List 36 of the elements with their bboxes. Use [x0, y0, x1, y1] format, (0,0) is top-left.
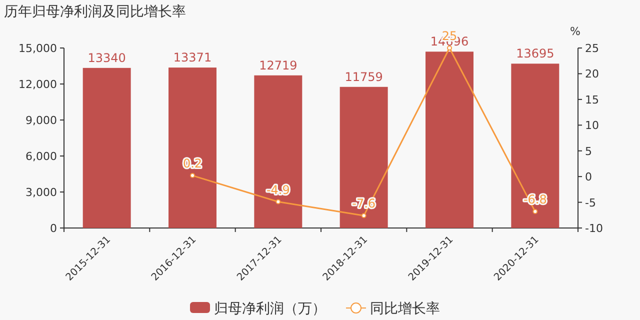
y-tick-label: 3,000 — [26, 186, 57, 199]
data-label: 0.2 — [182, 156, 202, 171]
data-label: 13371 — [173, 50, 212, 65]
data-label: 13340 — [88, 50, 126, 65]
y2-tick-label: 0 — [585, 170, 592, 184]
bar — [426, 52, 474, 228]
y-tick-label: 15,000 — [18, 42, 57, 55]
bar — [254, 75, 302, 228]
legend-label: 同比增长率 — [370, 301, 440, 317]
y2-axis-title: % — [570, 25, 580, 38]
point — [532, 209, 538, 214]
y-tick-label: 12,000 — [18, 78, 57, 91]
y2-tick-label: 15 — [585, 93, 599, 106]
y2-tick-label: 10 — [585, 119, 599, 132]
y2-tick-label: 5 — [585, 144, 592, 158]
chart-title: 历年归母净利润及同比增长率 — [4, 4, 186, 20]
point — [361, 213, 366, 218]
data-label: 13695 — [516, 46, 554, 61]
y2-tick-label: 20 — [585, 68, 599, 81]
y2-tick-label: 25 — [585, 42, 599, 55]
y2-tick-label: -5 — [585, 196, 596, 210]
bar — [511, 64, 560, 228]
y-tick-label: 9,000 — [26, 114, 57, 127]
y-tick-label: 6,000 — [26, 150, 57, 163]
legend-label: 归母净利润（万） — [214, 301, 326, 317]
point — [190, 173, 195, 178]
y2-tick-label: -10 — [585, 222, 603, 235]
point — [276, 199, 281, 204]
bar — [340, 86, 388, 228]
data-label: -4.9 — [266, 182, 290, 197]
y-tick-label: 0 — [50, 222, 57, 235]
bar — [168, 68, 216, 228]
bar — [82, 68, 131, 228]
data-label: 12719 — [259, 58, 298, 72]
data-label: 11759 — [344, 70, 383, 84]
data-label: -7.6 — [352, 196, 376, 211]
